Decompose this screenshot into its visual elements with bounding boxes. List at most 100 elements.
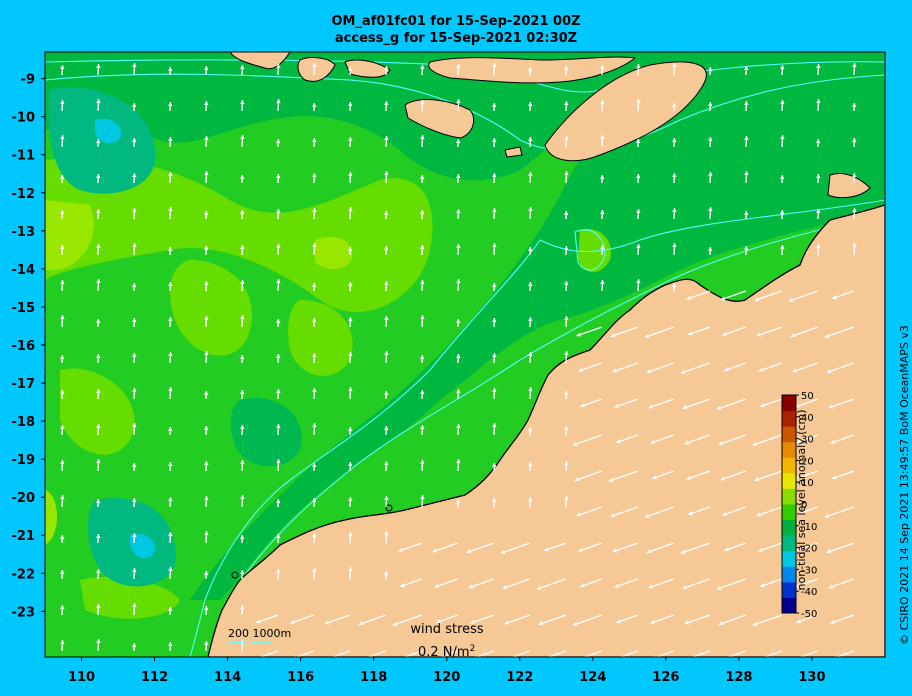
wind-arrow-head (680, 549, 686, 554)
lat-tick-label: -16 (12, 339, 36, 354)
wind-arrow-head (528, 282, 533, 287)
colorbar-segment (782, 597, 796, 614)
wind-arrow-head (60, 245, 65, 250)
wind-arrow-head (60, 355, 65, 360)
wind-arrow-head (132, 423, 137, 428)
wind-arrow-head (456, 64, 461, 69)
wind-arrow (680, 542, 711, 554)
wind-arrow-head (716, 405, 722, 410)
wind-arrow-head (96, 639, 101, 644)
wind-arrow-head (384, 461, 389, 466)
wind-arrow-head (828, 404, 834, 409)
wind-arrow-head (348, 427, 353, 432)
wind-arrow-head (420, 100, 425, 105)
wind-arrow-head (564, 281, 569, 286)
wind-arrow-head (544, 547, 549, 552)
wind-arrow-head (644, 333, 650, 338)
wind-arrow-head (564, 171, 569, 176)
colorbar-label: non-tidal sea level anomaly (cm) (795, 410, 808, 591)
wind-arrow-head (646, 549, 652, 554)
wind-arrow-head (528, 427, 533, 432)
wind-arrow-head (574, 477, 580, 482)
wind-arrow (682, 578, 711, 590)
wind-arrow-head (576, 332, 582, 337)
wind-arrow-head (60, 315, 65, 320)
wind-arrow-head (348, 567, 353, 572)
wind-arrow (572, 434, 603, 446)
wind-stress-arrows (60, 62, 857, 657)
colorbar-tick-label: 30 (801, 435, 814, 446)
wind-arrow (680, 362, 711, 374)
wind-arrow-head (636, 209, 641, 214)
wind-arrow (758, 542, 783, 552)
wind-arrow-head (636, 99, 641, 104)
wind-arrow-head (312, 533, 317, 538)
wind-arrow-head (528, 247, 533, 252)
wind-arrow-head (564, 496, 569, 501)
wind-arrow-head (680, 369, 686, 374)
wind-arrow-head (348, 137, 353, 142)
wind-arrow-head (816, 99, 821, 104)
wind-arrow-head (348, 352, 353, 357)
lat-tick-label: -22 (12, 567, 36, 582)
wind-arrow-head (348, 282, 353, 287)
wind-arrow-head (720, 296, 726, 301)
wind-arrow-head (756, 512, 762, 517)
wind-arrow-head (358, 621, 364, 626)
wind-arrow-head (276, 389, 281, 394)
wind-arrow-head (468, 584, 474, 589)
wind-arrow-head (492, 63, 497, 68)
wind-arrow-head (610, 333, 616, 338)
wind-arrow-head (572, 621, 578, 626)
wind-arrow-head (536, 585, 542, 590)
wind-arrow-head (420, 425, 425, 430)
wind-arrow-head (616, 619, 621, 624)
wind-arrow-head (204, 316, 209, 321)
wind-arrow (324, 614, 351, 625)
wind-arrow-head (312, 208, 317, 213)
wind-arrow-head (204, 136, 209, 141)
colorbar-tick-label: 50 (801, 391, 814, 402)
wind-arrow-head (96, 459, 101, 464)
wind-arrow-head (392, 621, 398, 626)
wind-arrow (826, 362, 855, 374)
wind-arrow-head (204, 246, 209, 251)
wind-arrow (574, 470, 603, 482)
wind-arrow-head (744, 66, 749, 71)
wind-arrow-head (672, 103, 677, 108)
wind-arrow (654, 650, 675, 657)
wind-arrow-head (384, 136, 389, 141)
wind-arrow-head (636, 279, 641, 284)
wind-arrow-head (608, 477, 614, 482)
island-marker (385, 504, 393, 512)
wind-arrow-head (256, 619, 261, 624)
wind-arrow-head (528, 172, 533, 177)
wind-legend-label: wind stress (410, 622, 484, 637)
wind-arrow-head (384, 101, 389, 106)
wind-arrow-head (852, 63, 857, 68)
lon-tick-label: 114 (214, 670, 241, 685)
anomaly-patch (170, 260, 252, 356)
depth-legend-label: 200 1000m (228, 627, 291, 640)
wind-arrow (644, 506, 675, 518)
wind-arrow-head (168, 462, 173, 467)
colorbar-tick-label: -40 (801, 587, 817, 598)
wind-arrow-head (240, 210, 245, 215)
wind-arrow-head (826, 369, 832, 374)
colorbar-segment (782, 550, 796, 567)
wind-arrow (646, 362, 675, 374)
wind-arrow (824, 506, 855, 518)
colorbar: 50 40 30 20 10 0 -10 -20 -30 -40 -50 (781, 391, 817, 620)
wind-arrow-head (312, 568, 317, 573)
lat-tick-label: -13 (12, 225, 36, 240)
wind-arrow-head (276, 459, 281, 464)
wind-arrow-head (492, 353, 497, 358)
wind-arrow (438, 650, 459, 657)
wind-arrow-head (60, 570, 65, 575)
lon-tick-label: 124 (579, 670, 606, 685)
wind-arrow-head (650, 439, 655, 445)
wind-arrow-head (456, 459, 461, 464)
wind-arrow-head (384, 316, 389, 321)
wind-arrow-head (312, 283, 317, 288)
wind-arrow-head (578, 547, 583, 553)
